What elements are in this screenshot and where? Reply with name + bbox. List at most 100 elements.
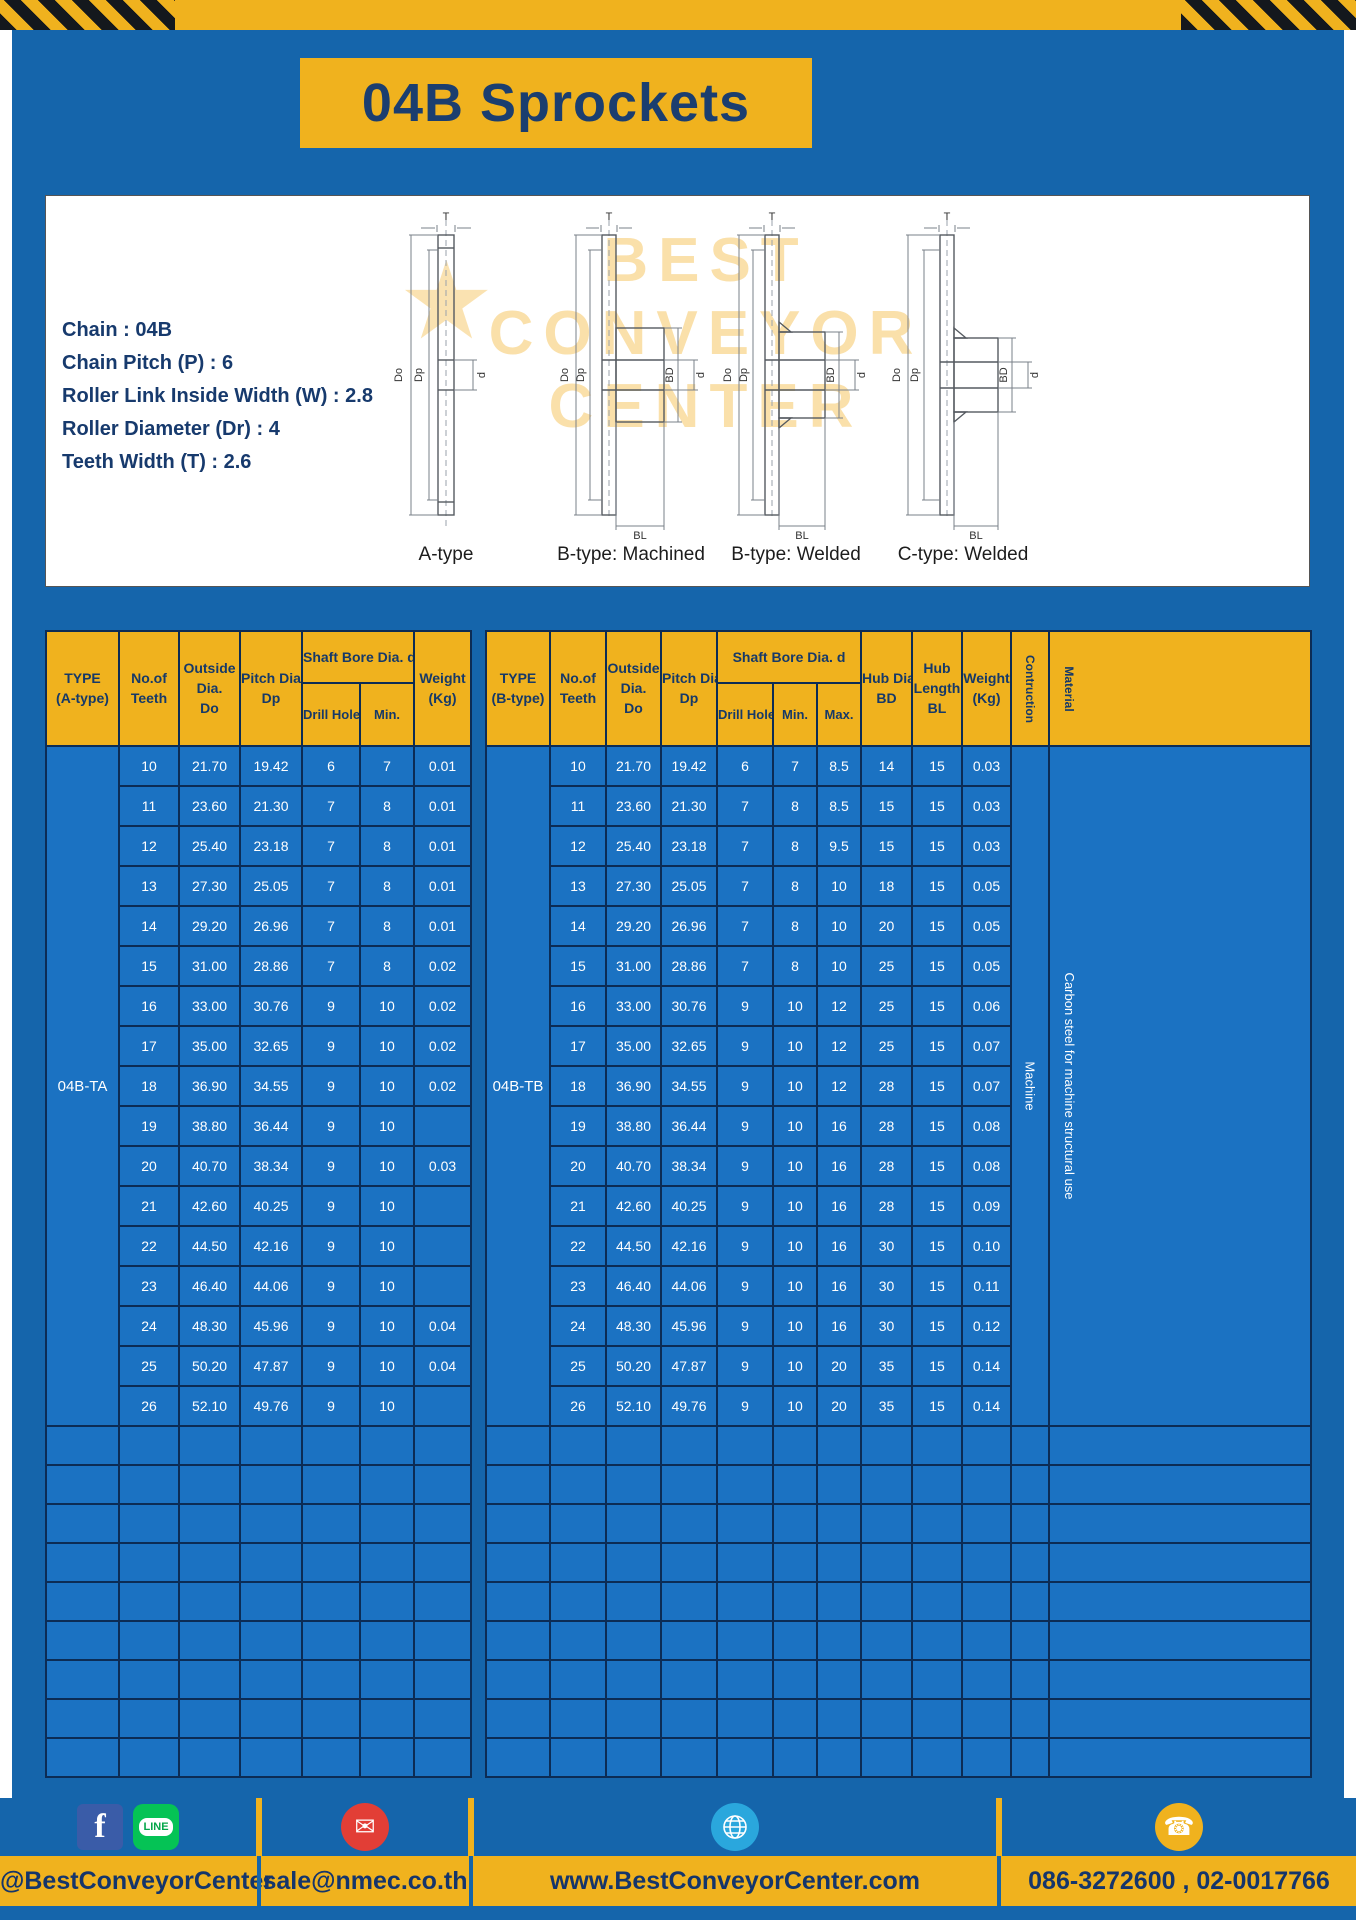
empty-cell: [1048, 1659, 1312, 1700]
table-cell: 0.12: [961, 1305, 1012, 1347]
table-cell: 9: [716, 1385, 774, 1427]
table-cell: 12: [816, 985, 862, 1027]
dim-label-d: d: [476, 372, 488, 378]
col-drill-hole: Drill Hole: [716, 682, 774, 747]
table-cell: 9: [301, 1265, 361, 1307]
table-cell: 0.03: [961, 785, 1012, 827]
col-outside-dia: Outside Dia. Do: [178, 630, 241, 747]
empty-cell: [178, 1659, 241, 1700]
empty-cell: [860, 1659, 913, 1700]
col-construction: Contruction: [1010, 630, 1050, 747]
table-cell: 10: [772, 1385, 818, 1427]
table-cell: 11: [118, 785, 180, 827]
empty-cell: [605, 1464, 662, 1505]
empty-cell: [118, 1464, 180, 1505]
empty-cell: [45, 1698, 120, 1739]
table-cell: 42.60: [178, 1185, 241, 1227]
empty-cell: [118, 1542, 180, 1583]
table-cell: 0.02: [413, 1065, 473, 1107]
hazard-stripes-right: [1181, 0, 1356, 30]
table-cell: 9: [716, 1065, 774, 1107]
table-cell: 50.20: [605, 1345, 662, 1387]
empty-cell: [549, 1581, 607, 1622]
table-cell: 23.60: [605, 785, 662, 827]
table-cell: 8.5: [816, 745, 862, 787]
table-cell: 12: [118, 825, 180, 867]
empty-cell: [605, 1542, 662, 1583]
empty-cell: [1048, 1581, 1312, 1622]
table-cell: 0.10: [961, 1225, 1012, 1267]
col-type-b: TYPE (B-type): [485, 630, 551, 747]
empty-cell: [358, 1659, 416, 1700]
table-header: TYPE (A-type) No.of Teeth Outside Dia. Do Pitch…: [45, 630, 473, 747]
empty-cell: [413, 1581, 473, 1622]
table-cell: 44.06: [239, 1265, 303, 1307]
empty-cell: [358, 1503, 416, 1544]
empty-cell: [485, 1542, 551, 1583]
table-cell: 0.04: [413, 1305, 473, 1347]
table-cell: [413, 1185, 473, 1227]
empty-cell: [413, 1698, 473, 1739]
empty-cell: [911, 1542, 963, 1583]
table-cell: 45.96: [660, 1305, 718, 1347]
table-cell: 9: [301, 1225, 361, 1267]
empty-cell: [549, 1464, 607, 1505]
empty-cell: [413, 1542, 473, 1583]
empty-cell: [485, 1503, 551, 1544]
empty-cell: [239, 1581, 303, 1622]
table-cell: 15: [911, 1345, 963, 1387]
footer-contact-bar: @BestConveyorCenter sale@nmec.co.th www.…: [0, 1856, 1356, 1906]
table-cell: 19: [549, 1105, 607, 1147]
empty-cell: [911, 1425, 963, 1466]
empty-cell: [178, 1698, 241, 1739]
footer: f LINE ✉ ☎ @BestConveyorCenter: [0, 1798, 1356, 1920]
table-cell: 15: [911, 985, 963, 1027]
table-cell: 27.30: [178, 865, 241, 907]
footer-section-email: ✉: [262, 1798, 468, 1856]
empty-cell: [485, 1464, 551, 1505]
empty-cell: [911, 1659, 963, 1700]
empty-cell: [549, 1542, 607, 1583]
table-cell: 16: [816, 1225, 862, 1267]
col-min: Min.: [772, 682, 818, 747]
table-cell: 15: [911, 905, 963, 947]
table-cell: 52.10: [605, 1385, 662, 1427]
empty-cell: [1048, 1542, 1312, 1583]
spec-line: Roller Diameter (Dr) : 4: [62, 418, 280, 440]
empty-cell: [605, 1425, 662, 1466]
table-cell: 34.55: [660, 1065, 718, 1107]
empty-cell: [816, 1581, 862, 1622]
table-cell: 14: [860, 745, 913, 787]
table-cell: 10: [358, 1065, 416, 1107]
table-cell: 15: [911, 1305, 963, 1347]
empty-cell: [772, 1581, 818, 1622]
table-cell: 10: [816, 905, 862, 947]
table-cell: 0.01: [413, 785, 473, 827]
empty-cell: [605, 1737, 662, 1778]
table-cell: 20: [860, 905, 913, 947]
footer-bar-separator: [257, 1856, 261, 1906]
table-cell: 23.60: [178, 785, 241, 827]
table-cell: 10: [358, 1185, 416, 1227]
dim-label-dp: Dp: [909, 368, 921, 382]
empty-cell: [1010, 1698, 1050, 1739]
dim-label-t: T: [944, 211, 951, 223]
watermark: BEST CONVEYOR CENTER: [446, 224, 966, 443]
table-cell: 36.44: [660, 1105, 718, 1147]
table-cell: 28.86: [660, 945, 718, 987]
table-cell: 16: [816, 1265, 862, 1307]
table-cell: 0.14: [961, 1385, 1012, 1427]
table-cell: 6: [716, 745, 774, 787]
empty-cell: [1010, 1581, 1050, 1622]
dim-label-dp: Dp: [413, 368, 425, 382]
empty-cell: [772, 1620, 818, 1661]
table-cell: 23: [549, 1265, 607, 1307]
table-cell: 10: [358, 1105, 416, 1147]
empty-cell: [301, 1620, 361, 1661]
table-cell: 47.87: [239, 1345, 303, 1387]
watermark-line: BEST: [603, 226, 809, 295]
table-cell: 50.20: [178, 1345, 241, 1387]
empty-cell: [485, 1737, 551, 1778]
type-cell: 04B-TB: [485, 745, 551, 1427]
table-cell: 25: [860, 985, 913, 1027]
